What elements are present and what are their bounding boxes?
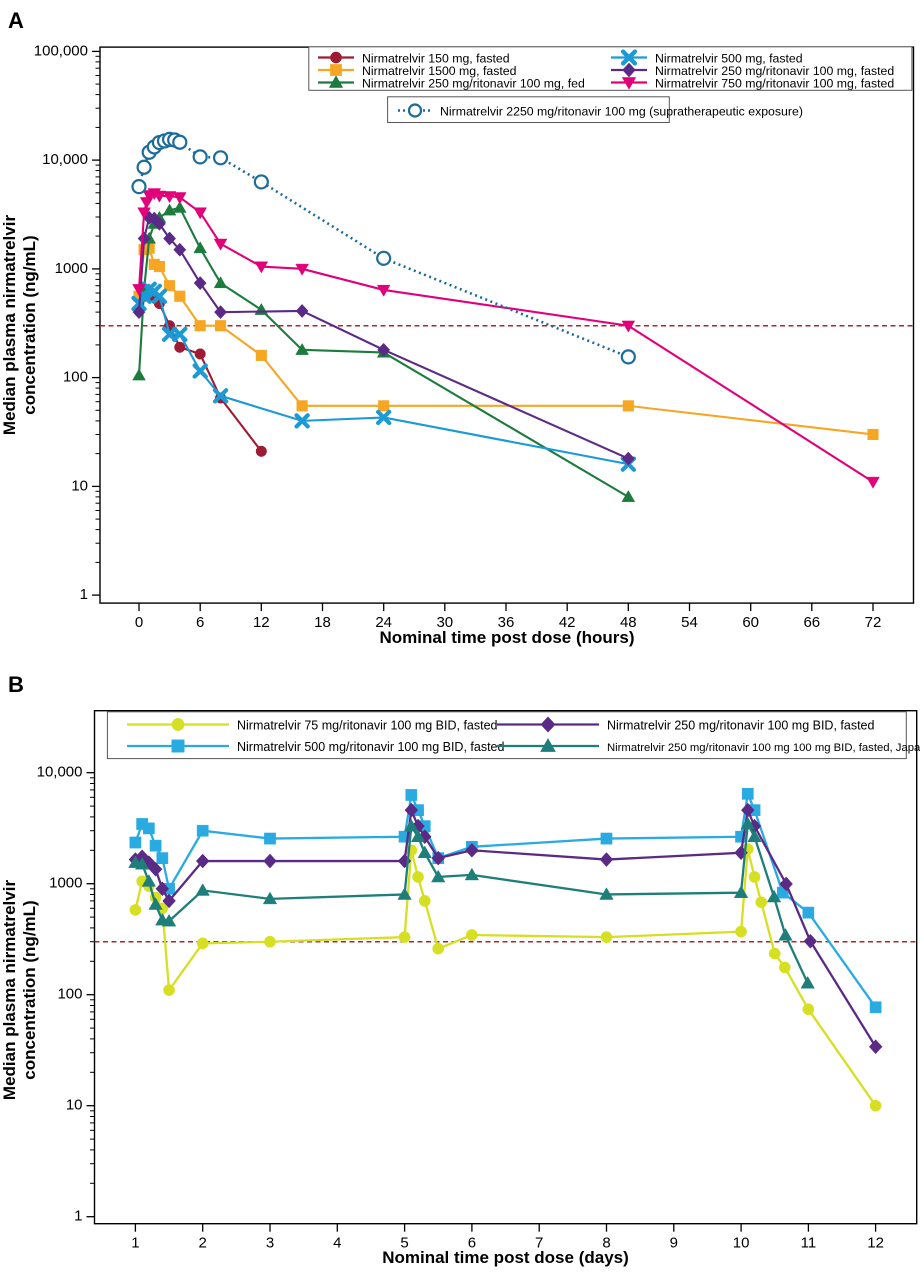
svg-text:100,000: 100,000 <box>34 42 88 59</box>
svg-text:Nirmatrelvir 750 mg/ritonavir: Nirmatrelvir 750 mg/ritonavir 100 mg, fa… <box>655 77 894 91</box>
svg-text:1000: 1000 <box>49 875 82 892</box>
svg-text:10: 10 <box>71 477 88 494</box>
svg-text:100: 100 <box>63 369 88 386</box>
svg-text:Nirmatrelvir 250 mg/ritonavir: Nirmatrelvir 250 mg/ritonavir 100 mg BID… <box>607 719 875 733</box>
svg-text:Nirmatrelvir 75 mg/ritonavir 1: Nirmatrelvir 75 mg/ritonavir 100 mg BID,… <box>237 719 498 733</box>
svg-text:10,000: 10,000 <box>42 151 88 168</box>
svg-text:Nirmatrelvir 500 mg/ritonavir: Nirmatrelvir 500 mg/ritonavir 100 mg BID… <box>237 740 505 754</box>
svg-text:Nirmatrelvir 250 mg/ritonavir: Nirmatrelvir 250 mg/ritonavir 100 mg, fe… <box>362 77 585 91</box>
svg-text:1000: 1000 <box>55 260 88 277</box>
svg-text:10: 10 <box>66 1097 83 1114</box>
svg-text:10,000: 10,000 <box>37 764 83 781</box>
svg-text:100: 100 <box>57 986 82 1003</box>
svg-text:1: 1 <box>74 1208 82 1225</box>
svg-text:Nirmatrelvir 250 mg/ritonavir: Nirmatrelvir 250 mg/ritonavir 100 mg 100… <box>607 742 920 754</box>
svg-text:Nirmatrelvir 2250 mg/ritonavir: Nirmatrelvir 2250 mg/ritonavir 100 mg (s… <box>440 105 803 119</box>
svg-text:1: 1 <box>80 586 88 603</box>
